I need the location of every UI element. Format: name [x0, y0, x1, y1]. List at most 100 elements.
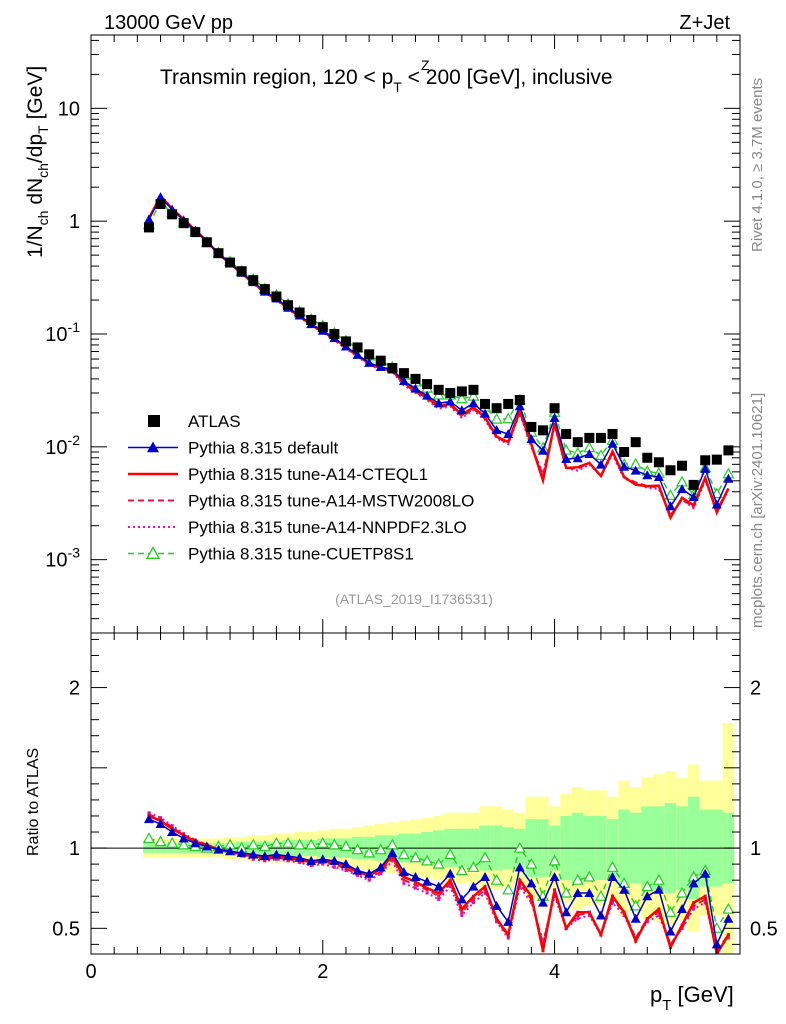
ratio-marker-default	[375, 862, 386, 872]
ratio-marker-default	[306, 855, 317, 865]
ratio-tick-label-right: 2	[750, 678, 761, 700]
ratio-marker-cuetp8s1	[444, 848, 457, 860]
ratio-marker-cteql1	[495, 917, 499, 921]
ratio-marker-cteql1	[448, 878, 452, 882]
legend: ATLAS Pythia 8.315 default Pythia 8.315 tu…	[128, 412, 474, 564]
ratio-plot-area	[91, 811, 740, 954]
ratio-marker-nnpdf	[460, 913, 464, 917]
ratio-marker-default	[340, 859, 351, 869]
header-left: 13000 GeV pp	[104, 12, 233, 34]
legend-symbol-triangle	[145, 546, 161, 559]
ratio-marker-default	[225, 846, 236, 856]
ratio-marker-cuetp8s1	[166, 837, 179, 848]
y-tick-label-base: 10	[45, 437, 67, 459]
series-marker-default	[572, 453, 583, 463]
ratio-marker-mstw	[414, 883, 417, 887]
ratio-marker-default	[526, 878, 537, 888]
header-right: Z+Jet	[679, 12, 730, 34]
ratio-marker-cuetp8s1	[339, 840, 352, 852]
ratio-marker-cteql1	[726, 933, 730, 937]
series-marker-default	[526, 434, 537, 444]
data-point	[572, 437, 583, 448]
ratio-marker-nnpdf	[251, 857, 255, 861]
ratio-marker-cuetp8s1	[641, 880, 654, 892]
ratio-marker-cuetp8s1	[571, 873, 584, 885]
legend-entry-cteql1: Pythia 8.315 tune-A14-CTEQL1	[128, 465, 428, 484]
data-point	[340, 336, 351, 347]
data-point	[433, 384, 444, 395]
series-marker-default	[155, 192, 166, 202]
ratio-marker-cuetp8s1	[305, 838, 318, 850]
ratio-marker-cuetp8s1	[421, 854, 434, 866]
ratio-tick-label: 2	[69, 678, 80, 700]
ratio-marker-nnpdf	[414, 886, 417, 890]
data-point	[653, 457, 664, 468]
plot-title-tail: < 200 [GeV], inclusive	[402, 66, 613, 89]
side-label-bottom: mcplots.cern.ch [arXiv:2401.10621]	[749, 393, 766, 628]
legend-symbol-triangle	[147, 441, 159, 453]
ratio-marker-mstw	[460, 910, 464, 914]
ratio-marker-default	[630, 913, 641, 923]
ratio-marker-cteql1	[460, 907, 464, 911]
series-marker-default	[619, 461, 630, 471]
ratio-marker-cuetp8s1	[525, 857, 538, 869]
ratio-marker-default	[584, 888, 595, 898]
data-point	[503, 398, 514, 409]
series-marker-default	[375, 361, 386, 371]
ratio-marker-default	[236, 847, 247, 857]
ratio-marker-cuetp8s1	[455, 864, 468, 876]
ratio-marker-cteql1	[703, 894, 707, 898]
data-point	[630, 437, 641, 448]
ratio-marker-cuetp8s1	[502, 883, 515, 895]
data-point	[248, 275, 259, 286]
ratio-marker-cteql1	[599, 933, 603, 937]
x-tick-label: 0	[85, 961, 96, 983]
legend-entry-nnpdf: Pythia 8.315 tune-A14-NNPDF2.3LO	[128, 518, 467, 537]
ratio-marker-default	[433, 881, 444, 891]
ratio-marker-default	[665, 926, 676, 936]
data-point	[665, 465, 676, 476]
ratio-marker-default	[700, 868, 711, 878]
data-point	[537, 425, 548, 436]
y-label-part-0: 1/N	[24, 225, 47, 258]
series-marker-cuetp8s1	[502, 412, 515, 424]
data-point	[595, 432, 606, 443]
ratio-marker-default	[259, 851, 270, 861]
ratio-marker-default	[619, 884, 630, 894]
ratio-marker-default	[595, 910, 606, 920]
ratio-marker-nnpdf	[726, 936, 730, 940]
data-point	[480, 398, 491, 409]
ratio-marker-cteql1	[553, 888, 557, 892]
y-label-part-6: [GeV]	[24, 66, 47, 126]
series-marker-default	[630, 465, 641, 475]
ratio-marker-default	[387, 847, 398, 857]
data-point	[514, 395, 525, 406]
ratio-marker-default	[201, 841, 212, 851]
ratio-marker-default	[213, 844, 224, 854]
y-tick-label-exp: -3	[68, 545, 81, 561]
ratio-marker-nnpdf	[611, 901, 615, 905]
y-tick-label: 10-2	[45, 432, 80, 459]
ratio-marker-nnpdf	[402, 881, 406, 885]
y-tick-label-base: 10	[45, 324, 67, 346]
ratio-marker-default	[607, 871, 618, 881]
ratio-marker-cuetp8s1	[467, 861, 480, 872]
ratio-marker-nnpdf	[390, 859, 394, 863]
ratio-marker-default	[491, 900, 502, 910]
ratio-marker-nnpdf	[321, 862, 325, 866]
main-plot-area	[142, 192, 735, 521]
ratio-marker-nnpdf	[483, 891, 487, 895]
ratio-marker-mstw	[437, 894, 441, 898]
ratio-axes: 0 2 4 0.5 0.5 1 1 2 2	[52, 633, 778, 983]
series-marker-default	[561, 454, 572, 464]
data-point	[317, 322, 328, 333]
ratio-marker-cteql1	[680, 923, 684, 927]
ratio-marker-nnpdf	[657, 913, 661, 917]
data-point	[700, 455, 711, 466]
ratio-marker-nnpdf	[529, 901, 533, 905]
ratio-marker-cteql1	[402, 875, 406, 879]
x-tick-label: 2	[317, 961, 328, 983]
ratio-marker-cteql1	[611, 894, 615, 898]
series-marker-cuetp8s1	[664, 489, 677, 500]
